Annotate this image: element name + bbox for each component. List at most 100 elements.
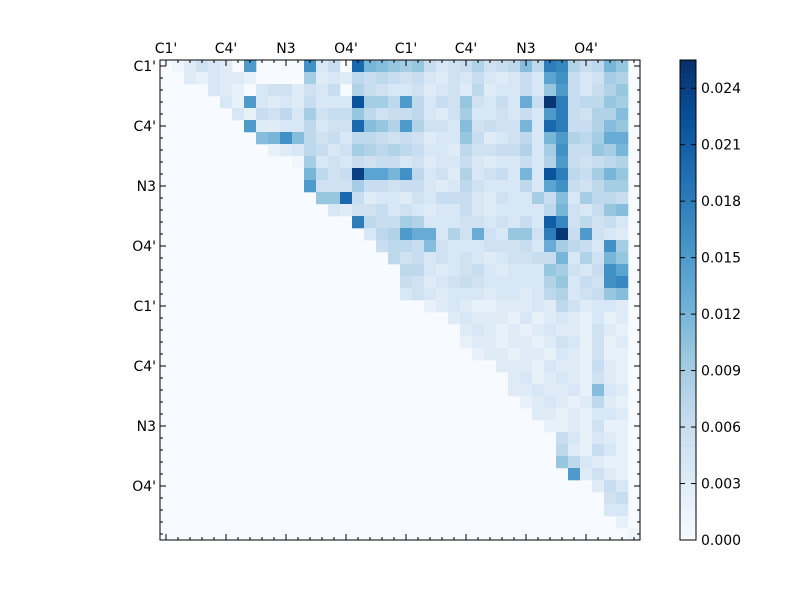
heatmap-cell [616, 60, 629, 73]
heatmap-cell [460, 180, 473, 193]
heatmap-cell [304, 168, 317, 181]
heatmap-cell [532, 180, 545, 193]
x-tick-label: N3 [276, 41, 295, 57]
heatmap-cell [520, 132, 533, 145]
heatmap-cell [424, 84, 437, 97]
heatmap-cell [556, 60, 569, 73]
heatmap-cell [508, 132, 521, 145]
heatmap-cell [508, 60, 521, 73]
y-tick-label: O4' [132, 239, 156, 255]
heatmap-cell [616, 264, 629, 277]
heatmap-cell [616, 312, 629, 325]
heatmap-cell [520, 276, 533, 289]
heatmap-cell [484, 84, 497, 97]
heatmap-cell [508, 144, 521, 157]
heatmap-cell [340, 120, 353, 133]
heatmap-cell [580, 192, 593, 205]
heatmap-cell [604, 420, 617, 433]
heatmap-cell [340, 108, 353, 121]
heatmap-cell [592, 84, 605, 97]
heatmap-cell [448, 96, 461, 109]
heatmap-cell [484, 156, 497, 169]
heatmap-cell [592, 300, 605, 313]
heatmap-cell [460, 132, 473, 145]
heatmap-cell [532, 336, 545, 349]
heatmap-cell [208, 60, 221, 73]
x-tick-label: C4' [455, 41, 478, 57]
heatmap-cell [520, 120, 533, 133]
heatmap-cell [184, 60, 197, 73]
heatmap-cell [568, 180, 581, 193]
heatmap-cell [412, 156, 425, 169]
heatmap-cell [376, 192, 389, 205]
heatmap-cell [580, 456, 593, 469]
heatmap-cell [400, 156, 413, 169]
heatmap-cell [508, 348, 521, 361]
heatmap-cell [568, 360, 581, 373]
heatmap-cell [400, 72, 413, 85]
heatmap-cell [412, 180, 425, 193]
heatmap-cell [232, 108, 245, 121]
heatmap-cell [352, 180, 365, 193]
heatmap-cell [520, 192, 533, 205]
heatmap-cell [448, 252, 461, 265]
heatmap-cell [496, 312, 509, 325]
heatmap-cell [460, 252, 473, 265]
heatmap-cell [496, 288, 509, 301]
heatmap-cell [328, 204, 341, 217]
heatmap-cell [316, 120, 329, 133]
heatmap-cell [472, 96, 485, 109]
heatmap-cell [352, 120, 365, 133]
heatmap-cell [400, 288, 413, 301]
heatmap-cell [496, 84, 509, 97]
heatmap-cell [592, 204, 605, 217]
heatmap-cell [244, 60, 257, 73]
colorbar-tick-label: 0.015 [701, 251, 741, 267]
heatmap-cell [556, 444, 569, 457]
heatmap-cell [604, 408, 617, 421]
heatmap-cell [544, 312, 557, 325]
heatmap-cell [268, 84, 281, 97]
heatmap-cell [328, 192, 341, 205]
heatmap-cell [316, 72, 329, 85]
colorbar-ticks: 0.000 0.003 0.006 0.009 0.012 0.015 0.018 0.021… [680, 81, 741, 549]
heatmap-cell [376, 156, 389, 169]
heatmap-cell [580, 396, 593, 409]
heatmap-cell [496, 276, 509, 289]
heatmap-cell [568, 276, 581, 289]
heatmap-cell [568, 444, 581, 457]
heatmap-cell [604, 84, 617, 97]
heatmap-cell [604, 228, 617, 241]
heatmap-cell [604, 504, 617, 517]
heatmap-cell [256, 120, 269, 133]
heatmap-cell [340, 144, 353, 157]
heatmap-cell [592, 468, 605, 481]
heatmap-cell [436, 228, 449, 241]
heatmap-cell [388, 204, 401, 217]
heatmap-cell [424, 228, 437, 241]
heatmap-cell [508, 204, 521, 217]
heatmap-cell [604, 444, 617, 457]
heatmap-cell [556, 228, 569, 241]
heatmap-cell [520, 288, 533, 301]
heatmap-cell [460, 72, 473, 85]
heatmap-cell [424, 216, 437, 229]
heatmap-cell [448, 312, 461, 325]
heatmap-cell [568, 420, 581, 433]
heatmap-cell [544, 228, 557, 241]
heatmap-cell [532, 396, 545, 409]
heatmap-cell [616, 96, 629, 109]
x-tick-label: O4' [334, 41, 358, 57]
heatmap-cell [472, 312, 485, 325]
heatmap-cell [472, 216, 485, 229]
heatmap-cell [472, 72, 485, 85]
heatmap-cell [520, 252, 533, 265]
heatmap-cell [568, 348, 581, 361]
heatmap-cell [448, 120, 461, 133]
heatmap-cell [388, 228, 401, 241]
heatmap-cell [556, 108, 569, 121]
heatmap-cell [340, 204, 353, 217]
heatmap-cell [568, 144, 581, 157]
heatmap-cell [592, 444, 605, 457]
heatmap-cell [604, 72, 617, 85]
